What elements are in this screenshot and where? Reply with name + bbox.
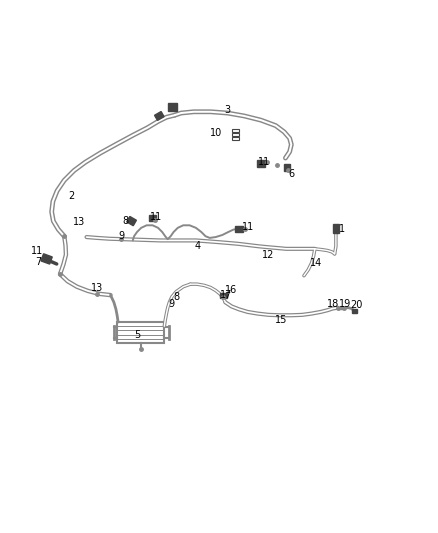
Text: 20: 20: [351, 300, 363, 310]
Text: 11: 11: [258, 157, 271, 167]
Bar: [155, 111, 164, 120]
Text: 12: 12: [262, 250, 275, 260]
Text: 8: 8: [123, 216, 129, 226]
Text: 2: 2: [68, 191, 74, 201]
Bar: [332, 224, 339, 233]
Text: 13: 13: [91, 284, 103, 293]
Text: 11: 11: [31, 246, 43, 255]
Text: 10: 10: [209, 128, 222, 138]
Text: 1: 1: [339, 224, 345, 233]
Text: 11: 11: [150, 212, 162, 222]
Bar: [284, 164, 290, 171]
Text: 16: 16: [225, 285, 237, 295]
Text: 17: 17: [220, 290, 233, 300]
Bar: [257, 160, 265, 167]
Bar: [233, 137, 239, 140]
Bar: [41, 254, 52, 264]
Text: 19: 19: [339, 298, 351, 309]
Text: 9: 9: [118, 231, 124, 241]
Bar: [117, 322, 164, 343]
Bar: [235, 225, 243, 232]
Text: 11: 11: [242, 222, 254, 231]
Text: 4: 4: [194, 241, 200, 252]
Bar: [233, 128, 239, 132]
Text: 6: 6: [288, 169, 294, 179]
Text: 7: 7: [35, 257, 41, 267]
Bar: [149, 215, 156, 221]
Text: 5: 5: [134, 329, 140, 340]
Text: 8: 8: [173, 292, 179, 302]
Text: 13: 13: [73, 217, 85, 228]
Text: 18: 18: [327, 298, 339, 309]
Bar: [233, 133, 239, 136]
Bar: [220, 293, 226, 298]
Text: 14: 14: [310, 258, 322, 268]
Bar: [127, 216, 136, 225]
Text: 3: 3: [224, 105, 230, 115]
Bar: [352, 309, 357, 313]
Text: 15: 15: [275, 316, 287, 325]
Bar: [168, 103, 177, 110]
Text: 9: 9: [169, 298, 175, 309]
